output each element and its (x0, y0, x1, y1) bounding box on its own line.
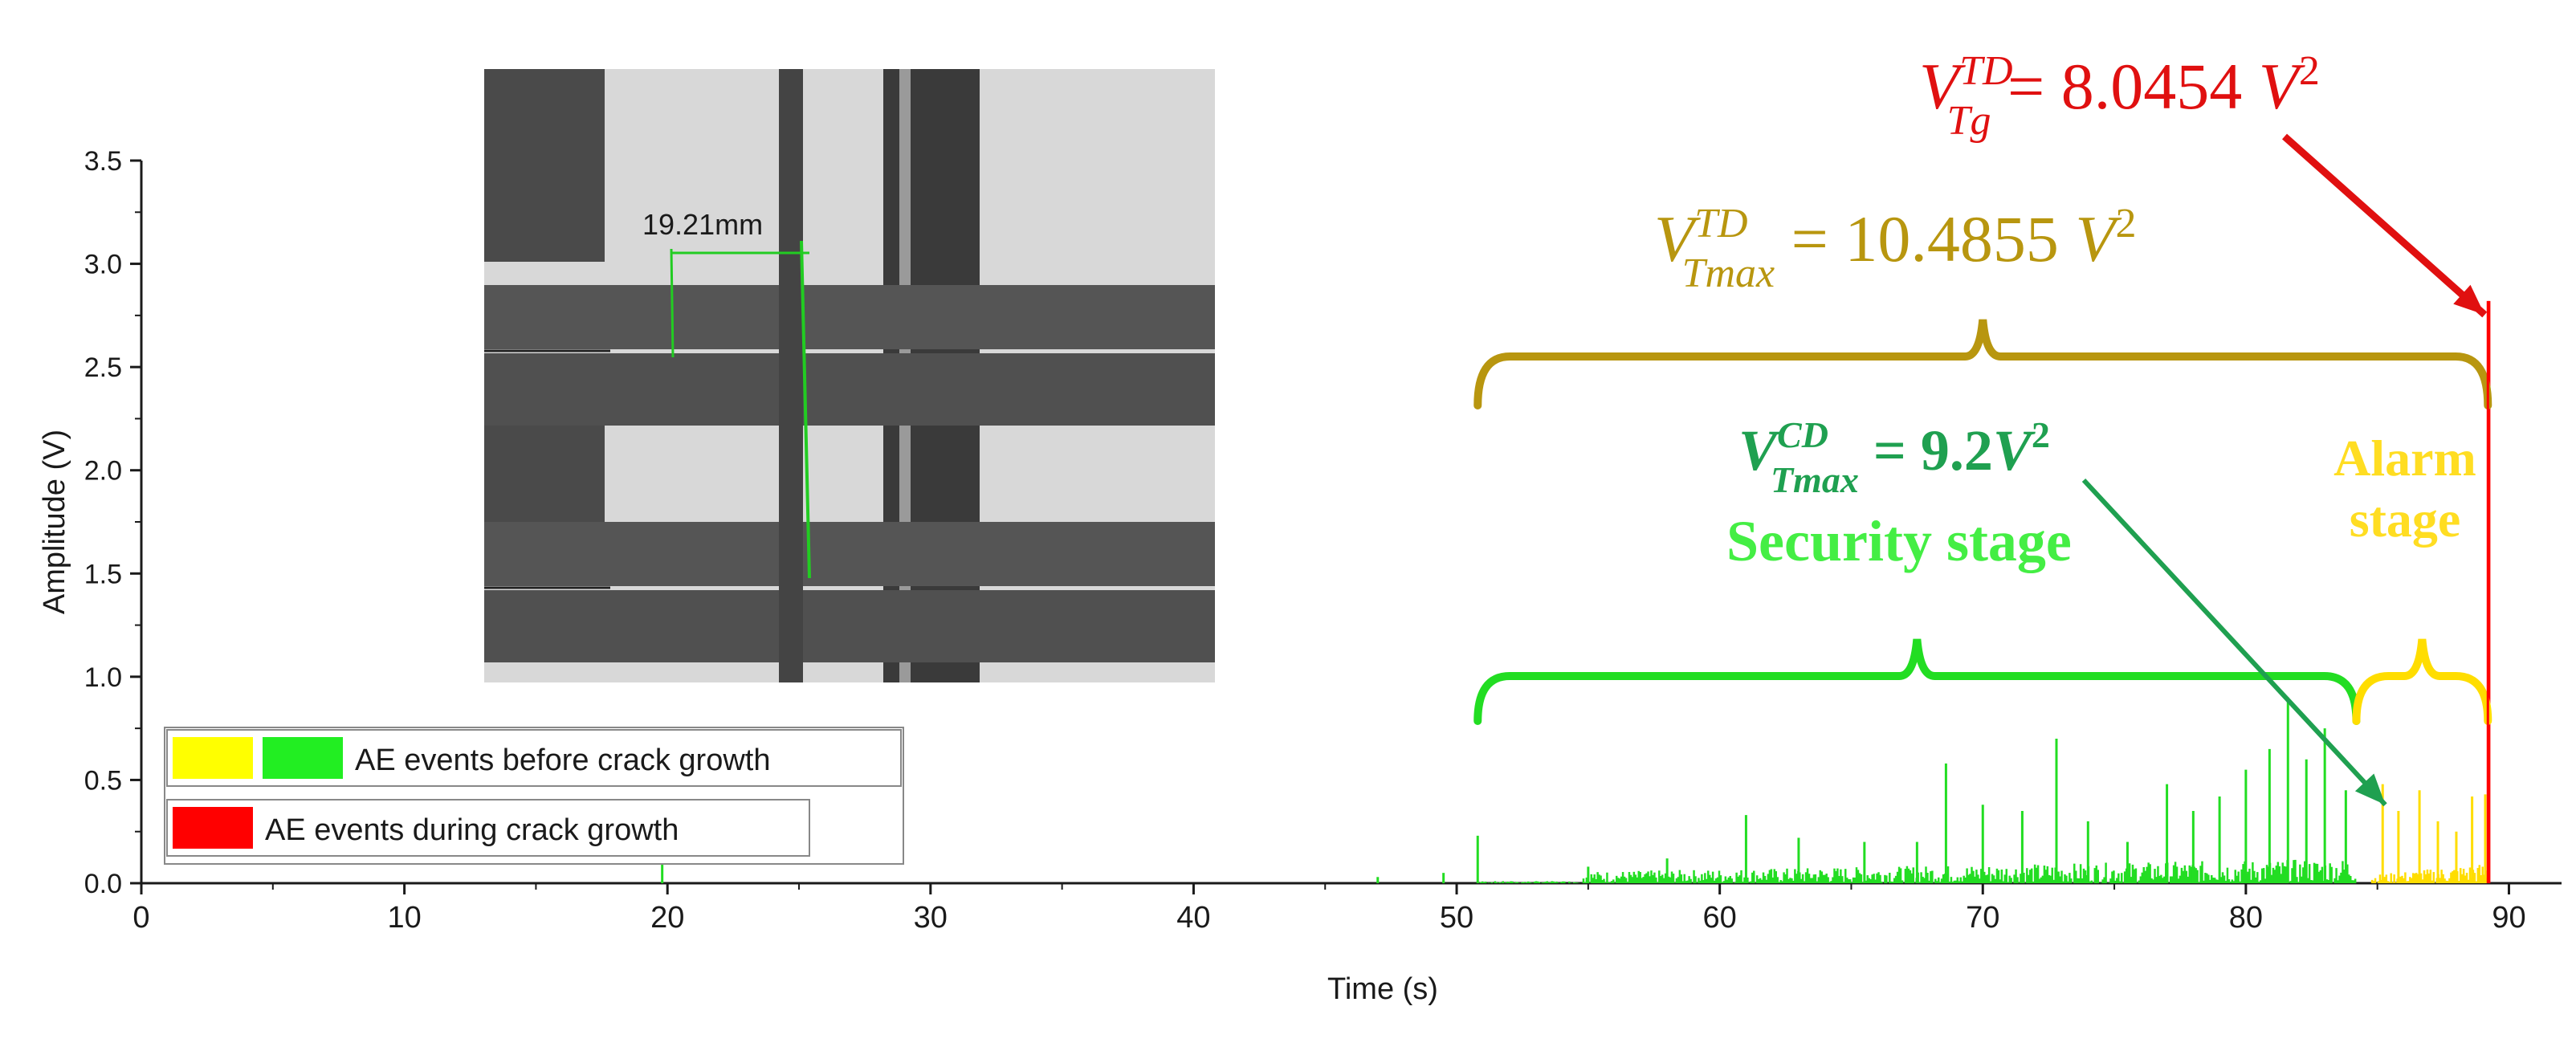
y-tick-label: 3.0 (84, 250, 122, 280)
photo-measure-tick-left (670, 248, 675, 358)
tmax-td-formula: VTD Tmax = 10.4855 V2 (1654, 201, 2136, 296)
y-tick-label: 3.5 (84, 146, 122, 177)
photo-grip-bottom (484, 418, 605, 538)
x-tick-label: 10 (387, 901, 421, 935)
x-axis-label: Time (s) (1327, 972, 1438, 1006)
tg-arrow (2282, 133, 2488, 318)
annotations: VTD Tg = 8.0454 V2 VTD Tmax = 10.4855 V2 V… (1654, 48, 2476, 573)
specimen-photo: 19.21mm (484, 69, 1215, 682)
photo-rod (779, 69, 803, 682)
tg-exp: 2 (2299, 48, 2320, 94)
security-brace (1473, 638, 2361, 725)
y-axis-label: Amplitude (V) (38, 430, 71, 614)
x-tick-label: 50 (1440, 901, 1473, 935)
legend: AE events before crack growth AE events … (164, 727, 904, 865)
tmax-td-sup: TD (1694, 201, 1747, 246)
y-tick-label: 1.5 (84, 559, 122, 589)
tg-value: = 8.0454 (1991, 50, 2259, 123)
tmax-cd-unit: V (1993, 418, 2036, 483)
tmax-td-unit: V (2075, 202, 2122, 275)
photo-beam-3 (484, 522, 1215, 586)
stage-braces (1473, 300, 2492, 883)
photo-grip-top (484, 69, 605, 262)
legend-swatch-green (263, 737, 343, 779)
x-tick-label: 90 (2492, 901, 2525, 935)
tmax-td-symbol: V (1654, 202, 1701, 275)
photo-beam-1 (484, 285, 1215, 349)
legend-swatch-yellow (173, 737, 253, 779)
security-stage-label: Security stage (1726, 509, 2072, 573)
tmax-cd-exp: 2 (2032, 414, 2050, 455)
x-tick-label: 0 (132, 901, 149, 935)
tmax-td-exp: 2 (2115, 201, 2136, 246)
cd-arrow (2081, 478, 2387, 807)
tmax-cd-symbol: V (1738, 418, 1781, 483)
legend-entry-1-box (166, 729, 902, 787)
cd-arrow-head (2354, 773, 2386, 805)
photo-beam-2 (484, 353, 1215, 426)
tg-unit: V (2259, 50, 2305, 123)
legend-label-before: AE events before crack growth (355, 743, 770, 777)
x-tick-label: 30 (914, 901, 948, 935)
x-tick-label: 60 (1703, 901, 1737, 935)
y-tick-label: 2.0 (84, 456, 122, 487)
annotation-arrows (2081, 133, 2488, 807)
tg-arrow-head (2453, 284, 2485, 315)
y-ticks: 0.0 0.5 1.0 1.5 2.0 2.5 3.0 3.5 (84, 146, 141, 899)
tg-symbol: V (1919, 50, 1966, 123)
y-tick-label: 2.5 (84, 352, 122, 383)
y-tick-label: 0.5 (84, 765, 122, 796)
x-tick-label: 80 (2229, 901, 2263, 935)
x-ticks: 0 10 20 30 40 50 60 70 80 90 (132, 883, 2526, 935)
photo-green-marker (800, 240, 811, 579)
legend-swatch-red (173, 807, 253, 849)
alarm-stage-label-line1: Alarm (2333, 430, 2476, 487)
alarm-brace (2352, 638, 2492, 725)
y-tick-label: 0.0 (84, 869, 122, 899)
x-tick-label: 70 (1966, 901, 1999, 935)
tg-sub: Tg (1947, 98, 1991, 144)
x-tick-label: 20 (650, 901, 684, 935)
photo-beam-4 (484, 590, 1215, 662)
tg-sup: TD (1959, 48, 2012, 94)
tmax-td-sub: Tmax (1682, 251, 1775, 296)
tmax-cd-formula: VCD Tmax = 9.2V2 (1738, 414, 2050, 500)
tg-formula: VTD Tg = 8.0454 V2 (1919, 48, 2320, 144)
x-tick-label: 40 (1176, 901, 1210, 935)
legend-entry-2-box (166, 799, 810, 857)
alarm-stage-label-line2: stage (2350, 491, 2461, 548)
total-brace (1473, 319, 2492, 409)
tmax-cd-sub: Tmax (1771, 459, 1859, 500)
tmax-cd-value: = 9.2 (1859, 418, 1993, 483)
tmax-td-value: = 10.4855 (1775, 202, 2075, 275)
tmax-cd-sup: CD (1777, 414, 1828, 455)
legend-label-during: AE events during crack growth (265, 813, 679, 847)
y-tick-label: 1.0 (84, 662, 122, 693)
photo-measure-label: 19.21mm (642, 208, 763, 241)
ae-events (661, 300, 2491, 883)
